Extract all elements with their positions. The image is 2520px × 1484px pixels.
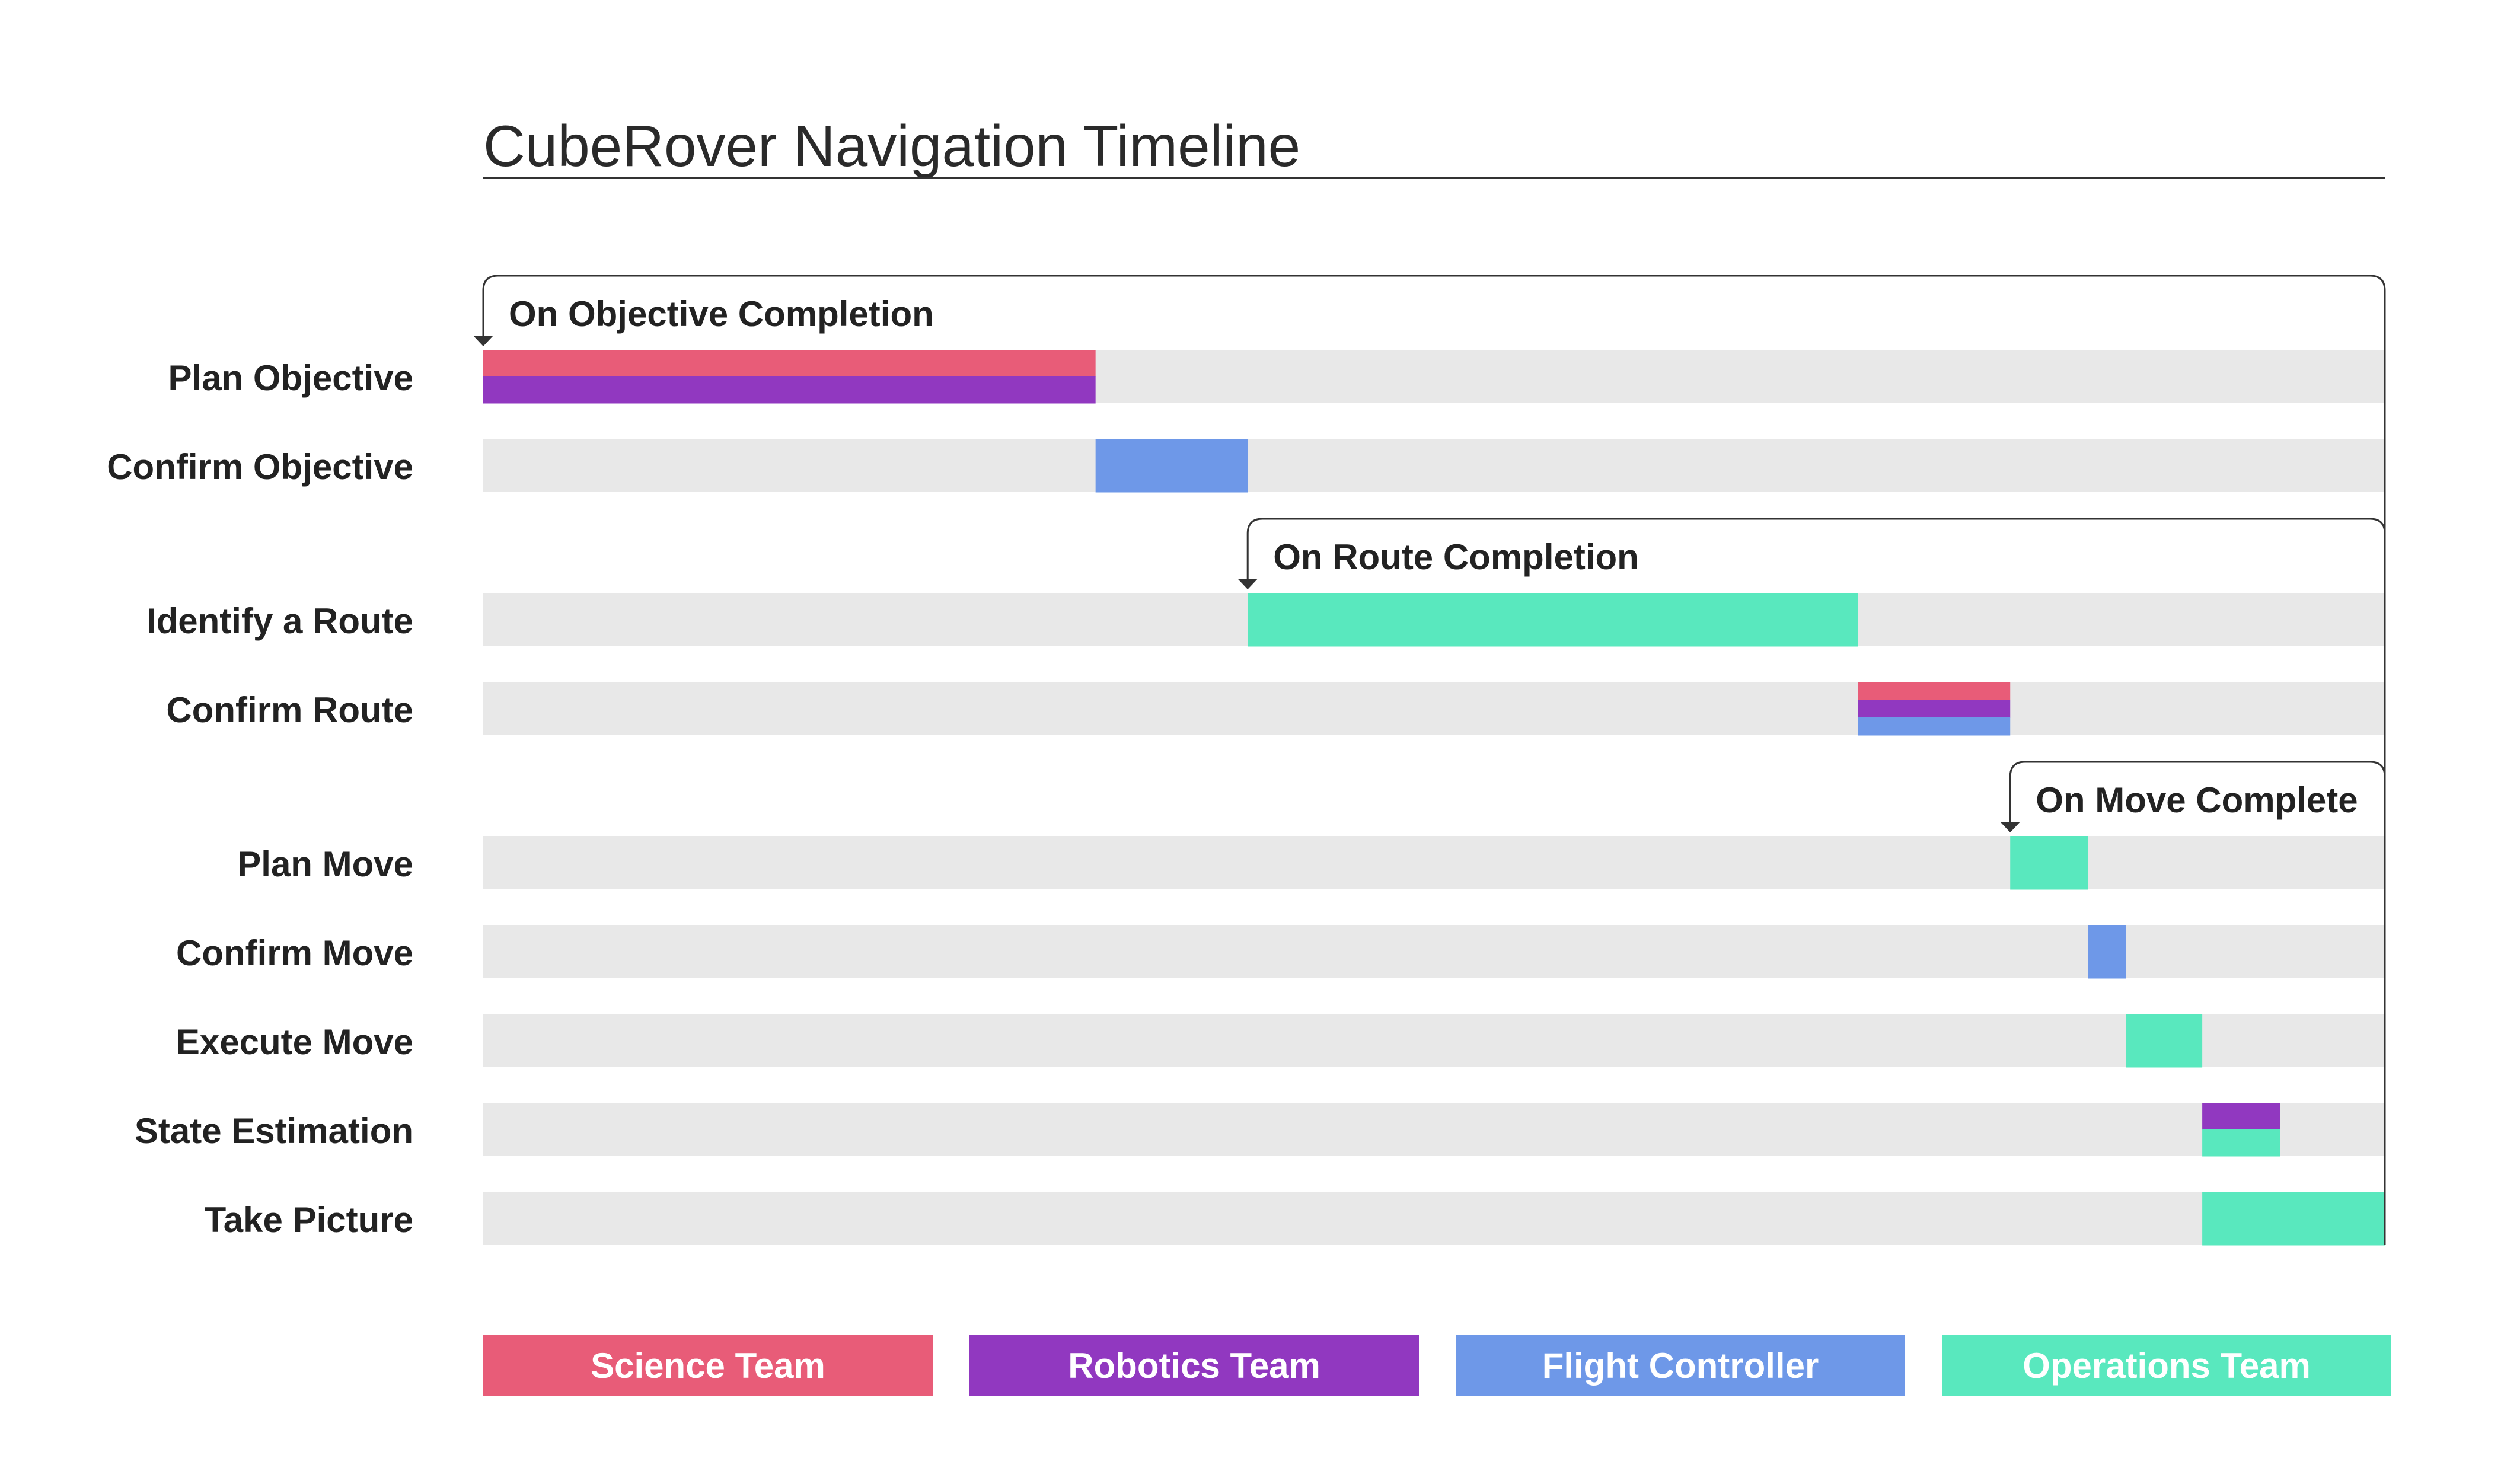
task-bar-science bbox=[483, 350, 1096, 377]
task-bar-operations bbox=[2202, 1192, 2385, 1246]
row-track bbox=[483, 682, 2385, 735]
row-track bbox=[483, 1192, 2385, 1245]
row-label: Take Picture bbox=[205, 1200, 413, 1240]
task-bar-operations bbox=[2010, 836, 2088, 890]
legend-swatch-science bbox=[483, 1335, 933, 1396]
row-track bbox=[483, 836, 2385, 889]
loop-label: On Objective Completion bbox=[509, 294, 934, 334]
row-label: Plan Objective bbox=[168, 358, 414, 398]
row-label: Execute Move bbox=[176, 1022, 413, 1062]
legend-swatch-robotics bbox=[969, 1335, 1419, 1396]
legend-swatch-flight bbox=[1456, 1335, 1905, 1396]
loop-arrow bbox=[2000, 822, 2021, 832]
row-track bbox=[483, 925, 2385, 978]
task-bar-flight bbox=[1095, 439, 1248, 493]
task-bar-operations bbox=[2126, 1014, 2203, 1068]
task-bar-robotics bbox=[2202, 1103, 2280, 1130]
legend: Science Team Robotics Team Flight Controll… bbox=[483, 1335, 2391, 1396]
tracks bbox=[483, 350, 2385, 1245]
task-bar-robotics bbox=[483, 376, 1096, 404]
task-bar-science bbox=[1858, 682, 2011, 700]
task-bar-flight bbox=[1858, 717, 2011, 736]
row-label: Identify a Route bbox=[146, 601, 413, 641]
legend-label: Science Team bbox=[591, 1346, 825, 1386]
row-label: Confirm Move bbox=[176, 933, 413, 973]
task-bar-operations bbox=[1248, 593, 1858, 647]
legend-label: Flight Controller bbox=[1542, 1346, 1819, 1386]
legend-label: Operations Team bbox=[2023, 1346, 2311, 1386]
loop-arrow bbox=[1237, 579, 1258, 589]
row-label: Confirm Objective bbox=[107, 447, 413, 487]
loop-line bbox=[2009, 761, 2386, 1245]
row-track bbox=[483, 1014, 2385, 1067]
row-labels: Plan Objective Confirm Objective Identify … bbox=[107, 358, 413, 1240]
bars bbox=[483, 350, 2385, 1246]
row-label: State Estimation bbox=[135, 1111, 413, 1151]
row-label: Confirm Route bbox=[166, 690, 413, 730]
row-track bbox=[483, 439, 2385, 492]
legend-label: Robotics Team bbox=[1068, 1346, 1320, 1386]
loop-label: On Route Completion bbox=[1273, 537, 1639, 577]
row-track bbox=[483, 1103, 2385, 1156]
loop-arrow bbox=[473, 336, 493, 346]
legend-swatch-operations bbox=[1942, 1335, 2391, 1396]
loop-line bbox=[482, 275, 2386, 1245]
loop-line bbox=[1246, 518, 2386, 1245]
loop-label: On Move Complete bbox=[2036, 780, 2358, 820]
loops: On Objective Completion On Route Completi… bbox=[473, 275, 2386, 1245]
task-bar-operations bbox=[2202, 1129, 2280, 1157]
task-bar-robotics bbox=[1858, 700, 2011, 718]
row-label: Plan Move bbox=[237, 844, 413, 884]
chart-title: CubeRover Navigation Timeline bbox=[483, 113, 1300, 178]
task-bar-flight bbox=[2088, 925, 2126, 979]
